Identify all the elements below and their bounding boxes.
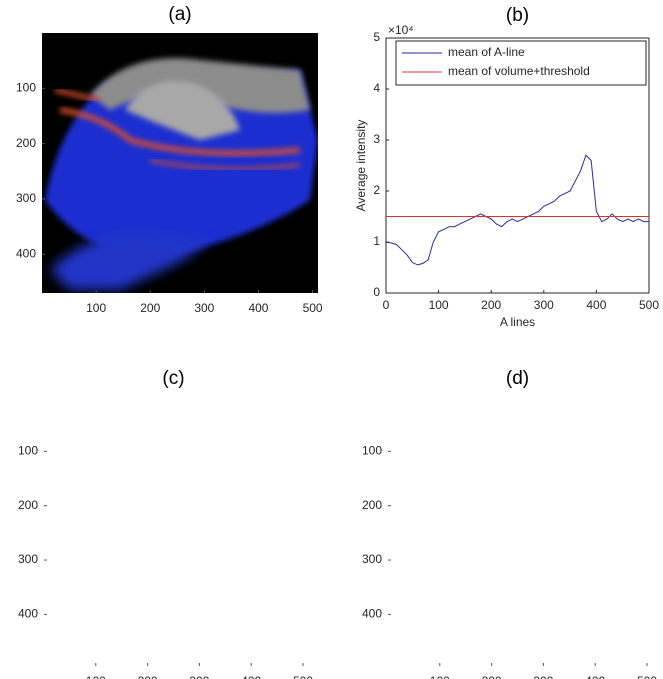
y-tick-label: 400 bbox=[362, 607, 382, 621]
x-tick-label: 500 bbox=[639, 298, 659, 312]
data-line bbox=[385, 154, 649, 266]
x-tick-label: 100 bbox=[430, 674, 450, 679]
x-tick-label: 300 bbox=[534, 298, 554, 312]
x-tick-label: 300 bbox=[194, 301, 214, 315]
y-tick-label: 100 bbox=[362, 444, 382, 458]
oct-image bbox=[388, 397, 647, 666]
y-tick-label: 1 bbox=[373, 234, 380, 248]
x-tick-label: 100 bbox=[86, 674, 106, 679]
x-tick-label: 0 bbox=[383, 298, 390, 312]
x-tick-label: 300 bbox=[189, 674, 209, 679]
y-tick-label: 200 bbox=[362, 498, 382, 512]
y-tick-label: 300 bbox=[18, 552, 38, 566]
y-tick-label: 300 bbox=[16, 191, 36, 205]
y-tick-label: 100 bbox=[18, 444, 38, 458]
x-tick-label: 400 bbox=[585, 674, 605, 679]
x-tick-label: 500 bbox=[303, 301, 323, 315]
x-tick-label: 400 bbox=[586, 298, 606, 312]
y-axis-title: Average intensity bbox=[354, 120, 368, 212]
plot-frame bbox=[385, 37, 650, 294]
y-tick-label: 400 bbox=[16, 246, 36, 260]
legend-box bbox=[395, 40, 647, 86]
x-tick-label: 200 bbox=[138, 674, 158, 679]
chart-title: (d) bbox=[506, 368, 529, 389]
y-tick-label: 2 bbox=[373, 183, 380, 197]
x-tick-label: 500 bbox=[293, 674, 313, 679]
legend-label: mean of A-line bbox=[448, 45, 525, 59]
x-tick-label: 500 bbox=[637, 674, 657, 679]
y-tick-label: 200 bbox=[18, 498, 38, 512]
y-multiplier: ×10⁴ bbox=[388, 23, 414, 37]
y-tick-label: 3 bbox=[373, 132, 380, 146]
x-tick-label: 200 bbox=[481, 298, 501, 312]
x-tick-label: 100 bbox=[86, 301, 106, 315]
x-tick-label: 200 bbox=[482, 674, 502, 679]
x-tick-label: 300 bbox=[533, 674, 553, 679]
volume-render bbox=[42, 33, 318, 293]
x-tick-label: 400 bbox=[248, 301, 268, 315]
x-axis-title: A lines bbox=[500, 315, 535, 329]
chart-title: (a) bbox=[168, 4, 191, 25]
y-tick-label: 4 bbox=[373, 81, 380, 95]
y-tick-label: 400 bbox=[18, 607, 38, 621]
x-tick-label: 200 bbox=[140, 301, 160, 315]
oct-image bbox=[44, 397, 303, 666]
y-tick-label: 200 bbox=[16, 136, 36, 150]
legend-label: mean of volume+threshold bbox=[448, 64, 590, 78]
x-tick-label: 400 bbox=[241, 674, 261, 679]
chart-title: (b) bbox=[506, 5, 529, 26]
y-tick-label: 300 bbox=[362, 552, 382, 566]
y-tick-label: 100 bbox=[16, 80, 36, 94]
y-tick-label: 0 bbox=[373, 285, 380, 299]
y-tick-label: 5 bbox=[373, 30, 380, 44]
chart-title: (c) bbox=[162, 368, 184, 389]
x-tick-label: 100 bbox=[429, 298, 449, 312]
